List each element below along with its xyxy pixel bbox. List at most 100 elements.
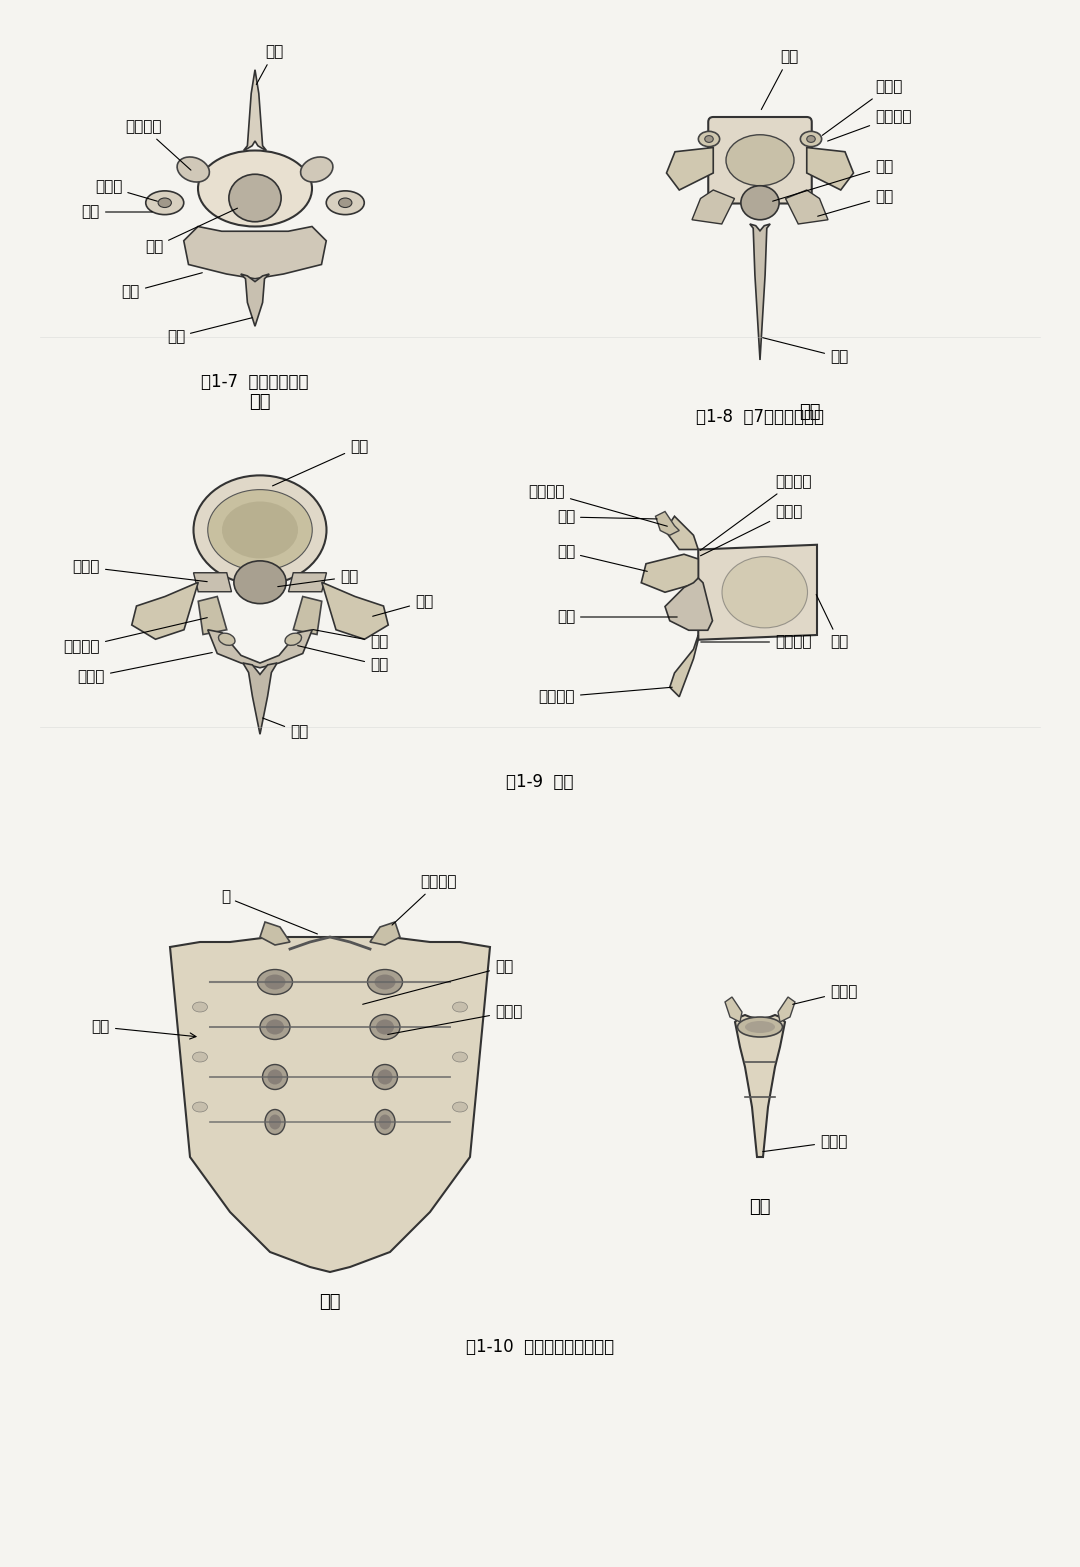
Ellipse shape: [260, 1014, 291, 1039]
Text: 横突: 横突: [373, 594, 433, 616]
Ellipse shape: [379, 1114, 391, 1130]
Polygon shape: [294, 597, 322, 635]
Ellipse shape: [370, 1014, 400, 1039]
Text: 乳突: 乳突: [557, 509, 658, 525]
Ellipse shape: [699, 132, 719, 147]
Ellipse shape: [726, 135, 794, 186]
Ellipse shape: [146, 191, 184, 215]
Text: 乳突: 乳突: [298, 646, 388, 672]
Ellipse shape: [285, 633, 301, 646]
Polygon shape: [642, 555, 699, 592]
Text: 横线: 横线: [363, 959, 513, 1004]
Ellipse shape: [378, 1070, 392, 1084]
Text: 尾骨: 尾骨: [750, 1199, 771, 1216]
Ellipse shape: [807, 136, 815, 143]
Polygon shape: [184, 227, 326, 279]
Ellipse shape: [453, 1102, 468, 1113]
Text: 齿突: 齿突: [256, 44, 283, 85]
Polygon shape: [725, 997, 742, 1022]
Text: 椎孔: 椎孔: [145, 208, 238, 254]
Ellipse shape: [234, 561, 286, 603]
Ellipse shape: [741, 186, 779, 219]
Ellipse shape: [207, 489, 312, 570]
Text: 上关节突: 上关节突: [827, 110, 912, 141]
Polygon shape: [170, 937, 490, 1272]
Text: 椎弓: 椎弓: [818, 190, 893, 216]
Text: 椎下切迹: 椎下切迹: [701, 635, 811, 649]
Polygon shape: [670, 635, 699, 697]
Text: 侧部: 侧部: [92, 1020, 195, 1039]
Ellipse shape: [268, 1070, 283, 1084]
Polygon shape: [199, 597, 227, 635]
Text: 棘突: 棘突: [762, 337, 848, 365]
Text: 椎弓: 椎弓: [122, 273, 202, 299]
Text: 图1-8  第7颈椎（上面）: 图1-8 第7颈椎（上面）: [696, 407, 824, 426]
Ellipse shape: [158, 197, 172, 207]
Text: 副突: 副突: [313, 630, 388, 649]
Text: 棘突: 棘突: [557, 610, 677, 625]
Text: 椎体: 椎体: [761, 50, 798, 110]
Ellipse shape: [229, 174, 281, 223]
Polygon shape: [370, 921, 400, 945]
Ellipse shape: [375, 975, 395, 989]
Ellipse shape: [745, 1022, 775, 1033]
Text: 棘突: 棘突: [166, 318, 253, 345]
Ellipse shape: [373, 1064, 397, 1089]
Ellipse shape: [375, 1109, 395, 1135]
Ellipse shape: [326, 191, 364, 215]
Polygon shape: [735, 1015, 785, 1156]
Polygon shape: [322, 583, 388, 639]
Polygon shape: [207, 630, 312, 668]
Ellipse shape: [723, 556, 808, 628]
Text: 椎上切迹: 椎上切迹: [700, 475, 811, 550]
Ellipse shape: [192, 1102, 207, 1113]
Text: 横突孔: 横突孔: [95, 180, 158, 201]
Text: 骶骨: 骶骨: [320, 1293, 341, 1312]
Polygon shape: [656, 511, 679, 536]
Ellipse shape: [453, 1001, 468, 1012]
Text: 下关节突: 下关节突: [539, 688, 672, 705]
Ellipse shape: [738, 1017, 783, 1037]
Text: 横突: 横突: [82, 205, 152, 219]
Polygon shape: [288, 574, 326, 592]
Ellipse shape: [262, 1064, 287, 1089]
Ellipse shape: [339, 197, 352, 207]
Text: 侧面: 侧面: [799, 403, 821, 422]
Polygon shape: [692, 190, 734, 224]
Ellipse shape: [218, 633, 235, 646]
Polygon shape: [665, 516, 699, 550]
Ellipse shape: [376, 1020, 394, 1034]
Polygon shape: [665, 578, 713, 630]
Text: 尾骨角: 尾骨角: [793, 984, 858, 1004]
Polygon shape: [778, 997, 795, 1022]
Polygon shape: [666, 147, 713, 190]
Ellipse shape: [265, 975, 285, 989]
Text: 横突孔: 横突孔: [822, 80, 903, 135]
Polygon shape: [243, 663, 278, 735]
Text: 椎体: 椎体: [816, 594, 848, 649]
Ellipse shape: [800, 132, 822, 147]
Text: 棘突: 棘突: [262, 718, 308, 740]
Text: 上关节突: 上关节突: [392, 874, 457, 925]
Polygon shape: [750, 224, 770, 360]
Polygon shape: [132, 583, 199, 639]
Text: 上关节突: 上关节突: [64, 617, 207, 655]
Ellipse shape: [300, 157, 333, 182]
FancyBboxPatch shape: [708, 118, 812, 204]
Polygon shape: [699, 545, 816, 639]
Text: 图1-10  骶骨和尾骨（前面）: 图1-10 骶骨和尾骨（前面）: [465, 1338, 615, 1355]
Polygon shape: [193, 574, 231, 592]
Polygon shape: [807, 147, 853, 190]
Text: 图1-7  枢椎（上面）: 图1-7 枢椎（上面）: [201, 373, 309, 392]
Ellipse shape: [367, 970, 403, 995]
Text: 上面: 上面: [249, 393, 271, 411]
Text: 椎弓板: 椎弓板: [78, 652, 213, 685]
Ellipse shape: [198, 150, 312, 227]
Ellipse shape: [192, 1051, 207, 1062]
Ellipse shape: [192, 1001, 207, 1012]
Text: 图1-9  腰椎: 图1-9 腰椎: [507, 773, 573, 791]
Ellipse shape: [266, 1020, 284, 1034]
Text: 椎弓根: 椎弓根: [701, 505, 802, 556]
Ellipse shape: [453, 1051, 468, 1062]
Text: 上关节面: 上关节面: [125, 119, 191, 171]
